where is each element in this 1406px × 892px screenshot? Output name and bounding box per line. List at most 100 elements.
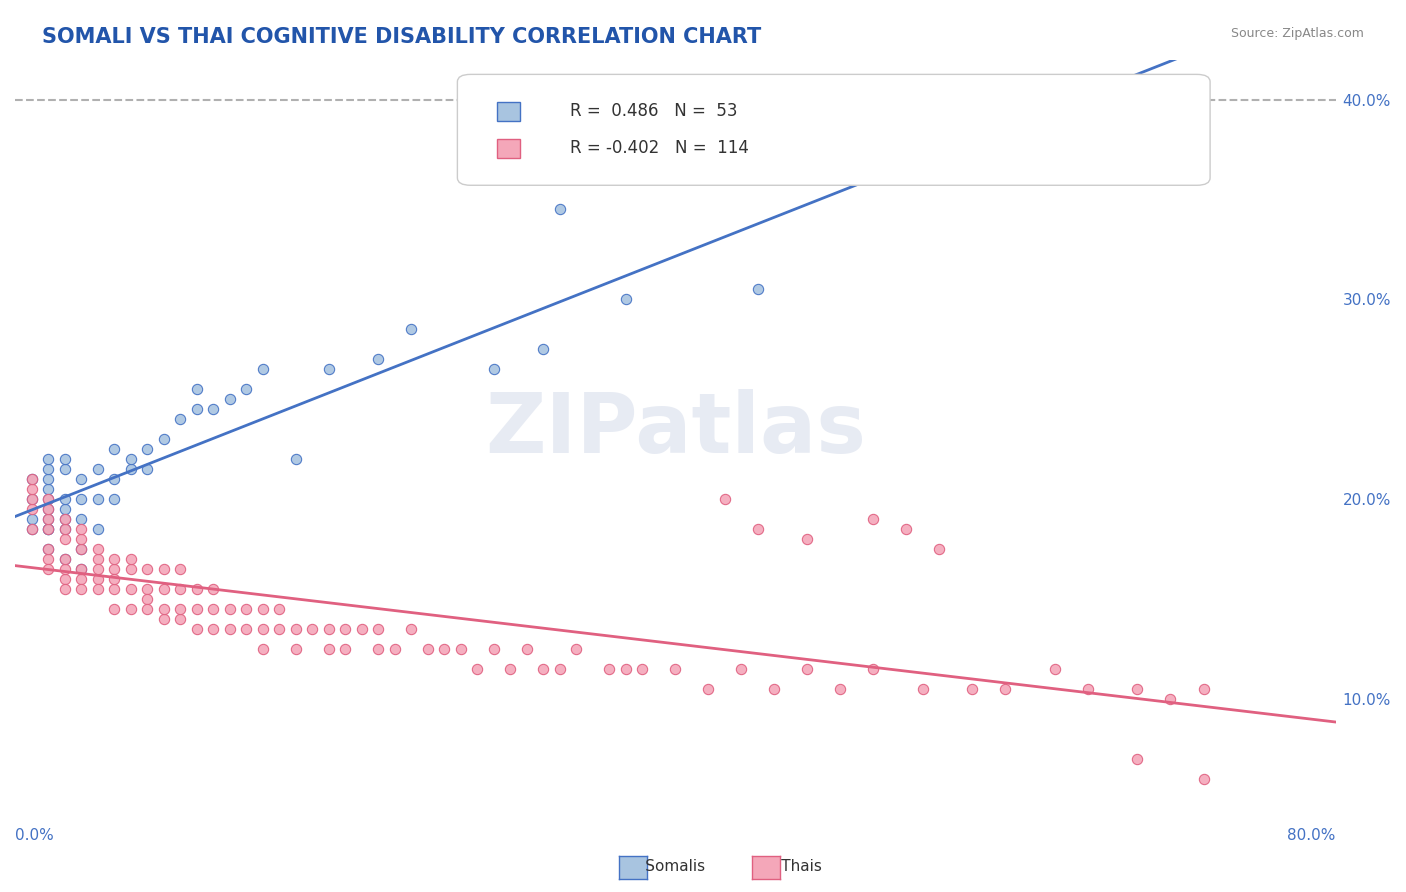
Point [53, 502, 76, 516]
Point [465, 662, 488, 676]
Point [202, 402, 225, 417]
Point [103, 492, 125, 507]
Point [202, 602, 225, 616]
Point [37, 452, 59, 467]
Text: R =  0.486   N =  53: R = 0.486 N = 53 [569, 103, 737, 120]
Text: 0.0%: 0.0% [15, 829, 53, 844]
Point [1043, 662, 1066, 676]
Point [136, 562, 159, 576]
Point [37, 492, 59, 507]
Point [796, 532, 818, 546]
Point [896, 522, 918, 536]
Point [70, 472, 93, 486]
Point [333, 622, 356, 636]
Point [169, 612, 191, 626]
Point [152, 582, 174, 596]
Point [152, 612, 174, 626]
Point [136, 442, 159, 457]
Point [37, 522, 59, 536]
Point [53, 582, 76, 596]
Point [399, 622, 422, 636]
Text: R = -0.402   N =  114: R = -0.402 N = 114 [569, 139, 748, 157]
Point [186, 582, 208, 596]
Point [120, 562, 142, 576]
Point [994, 681, 1017, 696]
Point [252, 642, 274, 657]
Text: SOMALI VS THAI COGNITIVE DISABILITY CORRELATION CHART: SOMALI VS THAI COGNITIVE DISABILITY CORR… [42, 27, 762, 46]
Point [697, 681, 720, 696]
Point [1126, 681, 1149, 696]
Point [664, 662, 686, 676]
Point [53, 462, 76, 476]
Point [37, 482, 59, 496]
Point [499, 662, 522, 676]
Point [631, 662, 654, 676]
Point [70, 562, 93, 576]
Point [86, 492, 108, 507]
Point [186, 602, 208, 616]
Point [37, 522, 59, 536]
Point [367, 642, 389, 657]
Point [830, 681, 852, 696]
Point [120, 602, 142, 616]
Point [53, 522, 76, 536]
Point [86, 462, 108, 476]
Point [37, 552, 59, 566]
Point [37, 512, 59, 526]
Point [20, 512, 42, 526]
Point [269, 622, 291, 636]
Point [120, 462, 142, 476]
Point [482, 362, 505, 376]
Point [531, 662, 554, 676]
Point [186, 622, 208, 636]
Point [53, 492, 76, 507]
Point [433, 642, 456, 657]
Point [862, 662, 884, 676]
Point [301, 622, 323, 636]
Point [384, 642, 406, 657]
Point [1077, 681, 1099, 696]
Point [103, 582, 125, 596]
Point [53, 562, 76, 576]
Point [20, 502, 42, 516]
Text: ZIPatlas: ZIPatlas [485, 389, 866, 470]
Point [169, 602, 191, 616]
Text: 80.0%: 80.0% [1286, 829, 1336, 844]
Point [53, 552, 76, 566]
Point [284, 452, 307, 467]
Point [333, 642, 356, 657]
Point [747, 522, 769, 536]
Text: Thais: Thais [752, 859, 823, 874]
Point [136, 582, 159, 596]
Point [136, 602, 159, 616]
Point [53, 512, 76, 526]
Point [70, 542, 93, 557]
Point [103, 562, 125, 576]
Point [548, 202, 571, 217]
Point [37, 462, 59, 476]
Point [169, 412, 191, 426]
Point [962, 681, 984, 696]
Point [86, 552, 108, 566]
Point [70, 522, 93, 536]
Point [928, 542, 950, 557]
Point [367, 352, 389, 367]
FancyBboxPatch shape [457, 74, 1211, 186]
Point [103, 572, 125, 586]
Point [169, 562, 191, 576]
Point [186, 382, 208, 396]
Point [1159, 692, 1181, 706]
FancyBboxPatch shape [496, 102, 520, 120]
Point [548, 662, 571, 676]
Point [416, 642, 439, 657]
Point [202, 622, 225, 636]
Point [53, 532, 76, 546]
Point [120, 452, 142, 467]
Point [862, 512, 884, 526]
Point [747, 282, 769, 296]
Point [1192, 772, 1215, 786]
Point [120, 552, 142, 566]
Point [169, 582, 191, 596]
Point [70, 582, 93, 596]
Point [120, 582, 142, 596]
